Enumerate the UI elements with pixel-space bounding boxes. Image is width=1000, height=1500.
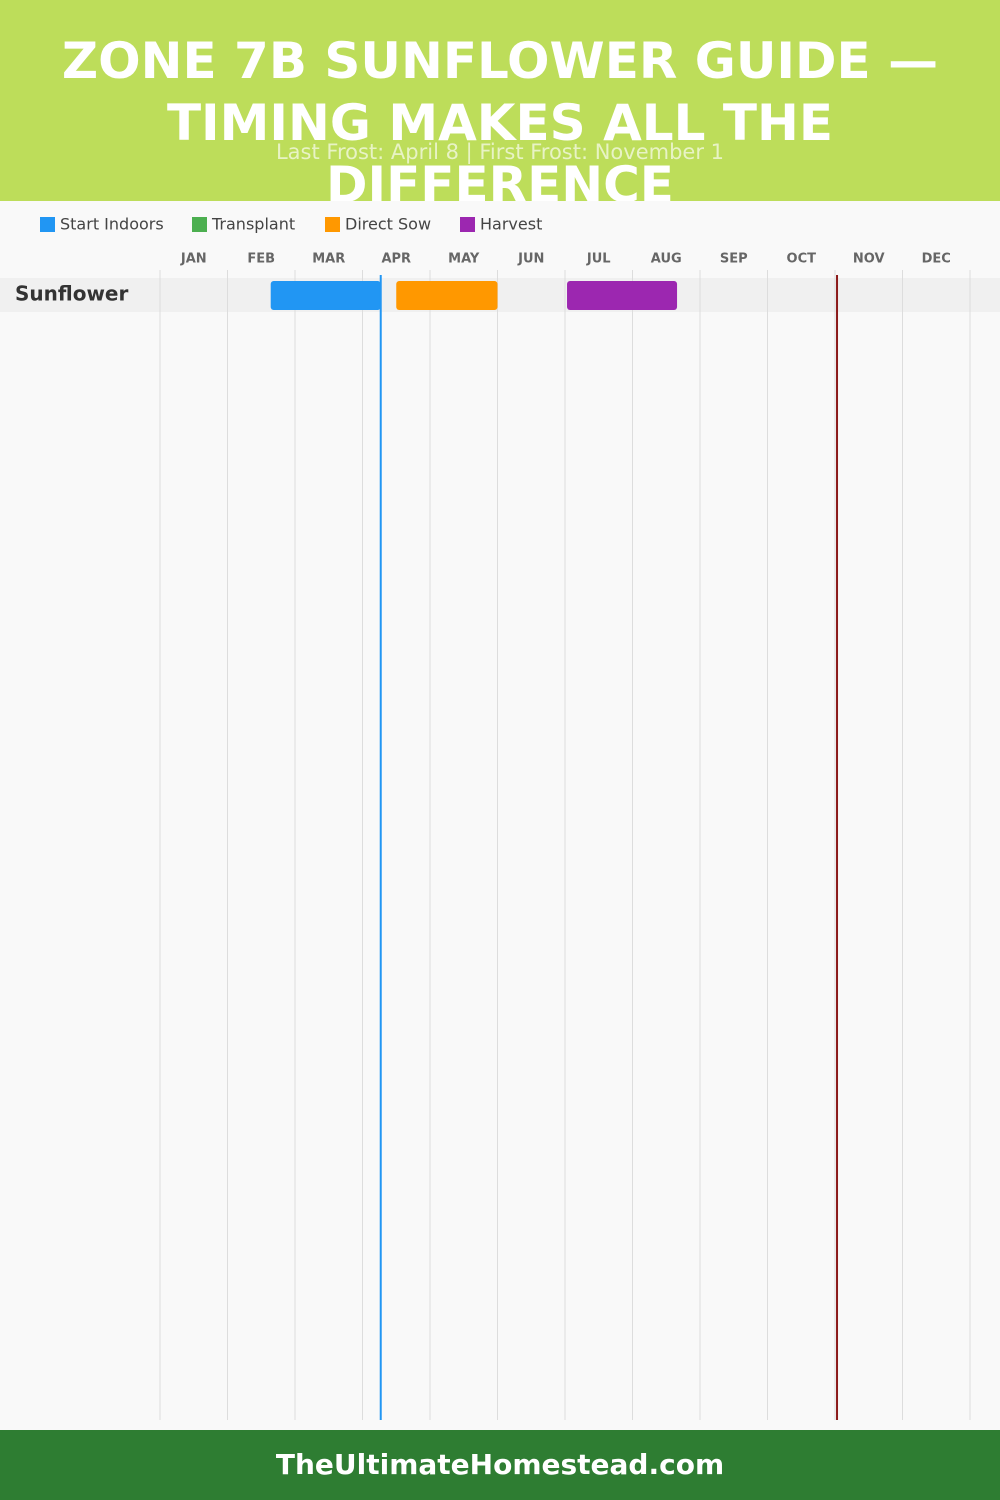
row-label: Sunflower bbox=[15, 282, 128, 306]
month-label: JAN bbox=[180, 252, 207, 267]
legend-label: Start Indoors bbox=[60, 215, 164, 234]
legend-label: Harvest bbox=[480, 215, 542, 234]
month-label: SEP bbox=[720, 252, 748, 267]
legend-swatch bbox=[40, 217, 55, 232]
subtitle: Last Frost: April 8 | First Frost: Novem… bbox=[275, 140, 725, 164]
legend-swatch bbox=[325, 217, 340, 232]
row-band bbox=[0, 278, 1000, 312]
legend-swatch bbox=[192, 217, 207, 232]
month-label: FEB bbox=[247, 252, 275, 267]
month-label: AUG bbox=[651, 252, 682, 267]
month-label: JUN bbox=[517, 252, 544, 267]
segment-bar bbox=[396, 281, 498, 310]
month-label: MAR bbox=[312, 252, 345, 267]
month-label: APR bbox=[381, 252, 411, 267]
month-label: DEC bbox=[922, 252, 951, 267]
legend-label: Direct Sow bbox=[345, 215, 431, 234]
legend-swatch bbox=[460, 217, 475, 232]
month-label: MAY bbox=[448, 252, 480, 267]
month-label: NOV bbox=[853, 252, 885, 267]
month-label: OCT bbox=[787, 252, 817, 267]
legend-label: Transplant bbox=[211, 215, 295, 234]
title: ZONE 7B SUNFLOWER GUIDE — TIMING MAKES A… bbox=[61, 32, 939, 201]
segment-bar bbox=[270, 281, 381, 310]
segment-bar bbox=[567, 281, 678, 310]
chart: Start Indoors Transplant Direct Sow Harvest… bbox=[0, 215, 1000, 1420]
month-label: JUL bbox=[586, 252, 611, 267]
footer: TheUltimateHomestead.com bbox=[0, 1430, 1000, 1500]
header: ZONE 7B SUNFLOWER GUIDE — TIMING MAKES A… bbox=[0, 0, 1000, 201]
